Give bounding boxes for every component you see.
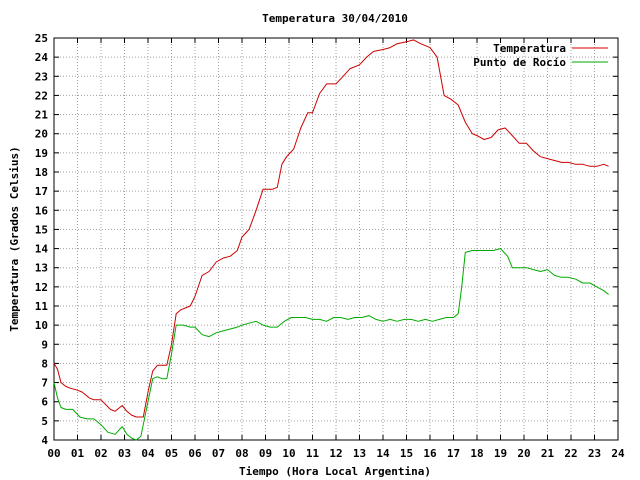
y-tick-label: 21	[35, 109, 49, 122]
x-tick-label: 07	[212, 447, 225, 460]
x-tick-label: 24	[611, 447, 625, 460]
y-tick-label: 15	[35, 223, 48, 236]
x-tick-label: 01	[71, 447, 85, 460]
y-tick-label: 18	[35, 166, 48, 179]
x-tick-label: 19	[494, 447, 507, 460]
y-tick-label: 9	[41, 338, 48, 351]
legend-label-punto-de-rocio: Punto de Rocío	[473, 56, 566, 69]
x-tick-label: 04	[141, 447, 155, 460]
x-tick-label: 02	[94, 447, 107, 460]
series-line-temperatura	[53, 39, 609, 418]
chart-title: Temperatura 30/04/2010	[262, 12, 408, 25]
y-tick-label: 22	[35, 89, 48, 102]
x-tick-label: 13	[353, 447, 366, 460]
x-tick-label: 15	[400, 447, 413, 460]
y-tick-label: 11	[35, 300, 49, 313]
x-tick-label: 18	[470, 447, 483, 460]
y-tick-label: 23	[35, 70, 48, 83]
legend-label-temperatura: Temperatura	[493, 42, 566, 55]
x-tick-label: 05	[165, 447, 178, 460]
x-tick-label: 20	[517, 447, 530, 460]
grid-lines	[54, 38, 618, 440]
y-tick-label: 24	[35, 51, 49, 64]
y-tick-label: 4	[41, 434, 48, 447]
y-tick-label: 6	[41, 396, 48, 409]
y-tick-label: 8	[41, 357, 48, 370]
x-tick-label: 03	[118, 447, 131, 460]
x-tick-label: 21	[541, 447, 555, 460]
series-lines	[53, 39, 609, 441]
y-tick-label: 20	[35, 128, 48, 141]
y-tick-label: 12	[35, 281, 48, 294]
y-tick-label: 5	[41, 415, 48, 428]
x-tick-label: 06	[188, 447, 202, 460]
x-axis-label: Tiempo (Hora Local Argentina)	[239, 465, 431, 478]
series-line-punto-de-rocio	[53, 248, 609, 441]
x-tick-label: 16	[423, 447, 437, 460]
y-tick-label: 14	[35, 243, 49, 256]
y-tick-label: 25	[35, 32, 48, 45]
x-tick-label: 17	[447, 447, 460, 460]
x-tick-label: 14	[376, 447, 390, 460]
y-axis-label: Temperatura (Grados Celsius)	[8, 146, 21, 331]
y-tick-label: 19	[35, 147, 48, 160]
y-tick-label: 16	[35, 204, 49, 217]
x-tick-label: 09	[259, 447, 272, 460]
x-tick-label: 10	[282, 447, 295, 460]
axis-ticks: 00 01 02 03 04 05 06 07 08 09 10 11 12 13 14 15 16 17 18 19…	[35, 32, 625, 460]
y-tick-label: 7	[41, 377, 48, 390]
x-tick-label: 11	[306, 447, 320, 460]
x-tick-label: 23	[588, 447, 601, 460]
x-tick-label: 22	[564, 447, 577, 460]
x-tick-label: 08	[235, 447, 248, 460]
legend: Temperatura Punto de Rocío	[473, 42, 608, 69]
x-tick-label: 12	[329, 447, 342, 460]
x-tick-label: 00	[47, 447, 60, 460]
y-tick-label: 13	[35, 262, 48, 275]
y-tick-label: 10	[35, 319, 48, 332]
y-tick-label: 17	[35, 185, 48, 198]
